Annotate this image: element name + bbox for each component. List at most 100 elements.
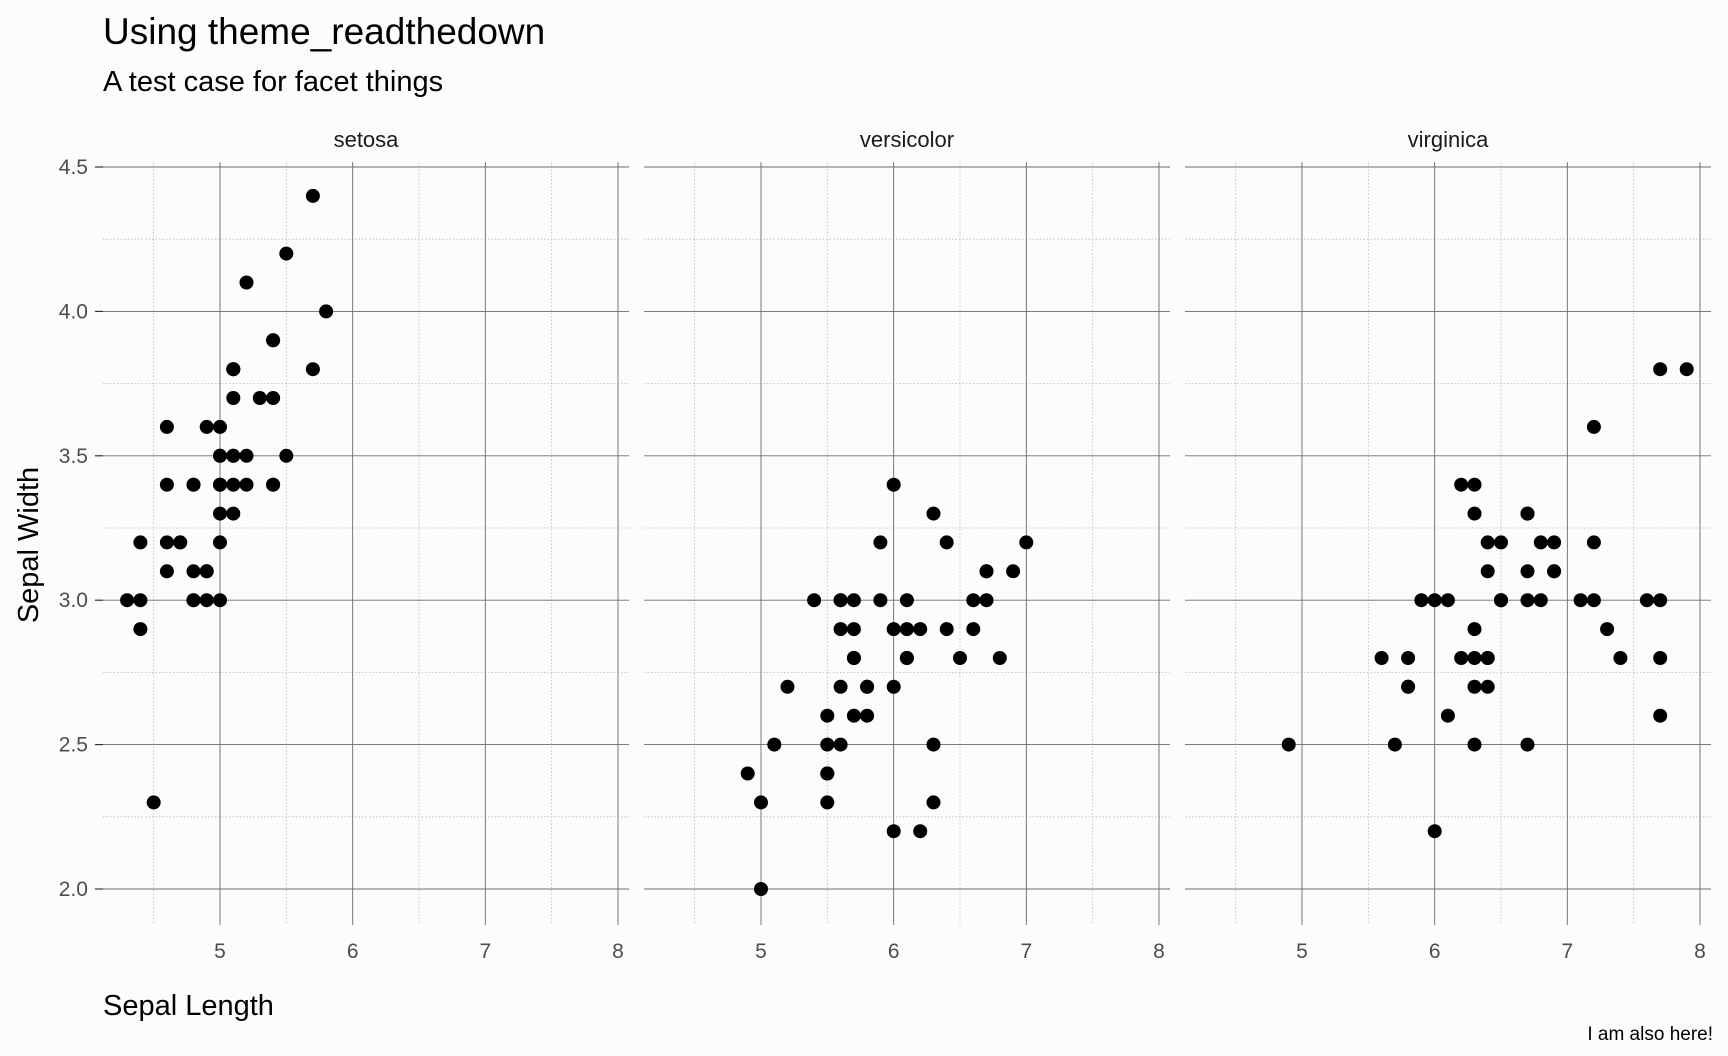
- facet-strip-label: setosa: [334, 127, 400, 152]
- data-point: [899, 651, 914, 665]
- data-point: [1653, 593, 1668, 608]
- data-point: [966, 593, 981, 608]
- data-point: [939, 535, 954, 550]
- data-point: [266, 333, 281, 348]
- data-point: [213, 477, 227, 492]
- data-point: [1586, 535, 1601, 550]
- x-tick-label: 6: [347, 940, 359, 963]
- data-point: [873, 593, 888, 608]
- data-point: [1440, 593, 1455, 608]
- data-point: [133, 535, 148, 550]
- x-tick-label: 7: [1020, 940, 1032, 963]
- chart-title: Using theme_readthedown: [103, 11, 545, 52]
- data-point: [1374, 651, 1389, 665]
- x-tick-label: 7: [479, 940, 491, 963]
- data-point: [252, 391, 267, 405]
- data-point: [226, 448, 241, 463]
- data-point: [1467, 477, 1482, 492]
- data-point: [873, 535, 888, 550]
- data-point: [213, 506, 227, 521]
- data-point: [886, 477, 901, 492]
- x-tick-label: 5: [755, 940, 767, 963]
- data-point: [1573, 593, 1588, 608]
- data-point: [133, 622, 148, 637]
- data-point: [860, 708, 875, 723]
- data-point: [120, 593, 135, 608]
- y-tick-label: 2.5: [59, 734, 88, 757]
- x-tick-label: 8: [1694, 940, 1706, 963]
- data-point: [1401, 651, 1416, 665]
- data-point: [1533, 535, 1548, 550]
- data-point: [820, 766, 835, 781]
- data-point: [1440, 708, 1455, 723]
- data-point: [1653, 708, 1668, 723]
- data-point: [740, 766, 755, 781]
- data-point: [173, 535, 188, 550]
- data-point: [305, 362, 320, 377]
- facet-panel-versicolor: versicolor 5 6 7 8: [644, 127, 1170, 963]
- data-point: [1019, 535, 1034, 550]
- facet-strip-label: versicolor: [860, 127, 954, 152]
- data-point: [1467, 622, 1482, 637]
- data-point: [1520, 506, 1535, 521]
- data-point: [966, 622, 981, 637]
- data-point: [1387, 737, 1402, 752]
- data-point: [1520, 737, 1535, 752]
- data-point: [1520, 593, 1535, 608]
- data-point: [1533, 593, 1548, 608]
- data-point: [199, 593, 214, 608]
- facet-strip-label: virginica: [1408, 127, 1489, 152]
- data-point: [754, 882, 768, 896]
- x-tick-label: 5: [214, 940, 226, 963]
- data-point: [186, 564, 201, 579]
- data-point: [1467, 679, 1482, 694]
- data-point: [913, 622, 928, 637]
- data-point: [1401, 679, 1416, 694]
- data-point: [833, 679, 848, 694]
- x-tick-label: 8: [612, 940, 624, 963]
- data-point: [886, 679, 901, 694]
- x-axis-title: Sepal Length: [103, 990, 274, 1022]
- data-point: [1480, 535, 1495, 550]
- data-point: [1653, 651, 1668, 665]
- data-point: [846, 593, 861, 608]
- data-point: [279, 448, 294, 463]
- data-point: [1427, 824, 1442, 839]
- facet-panel-virginica: virginica 5 6 7 8: [1185, 127, 1711, 963]
- data-point: [926, 795, 941, 810]
- data-point: [913, 824, 928, 839]
- data-point: [213, 419, 227, 434]
- y-tick-label: 3.5: [59, 445, 88, 468]
- data-point: [226, 506, 241, 521]
- data-point: [1454, 477, 1469, 492]
- data-point: [1639, 593, 1654, 608]
- data-point: [133, 593, 148, 608]
- data-point: [926, 737, 941, 752]
- data-point: [186, 593, 201, 608]
- data-point: [239, 477, 254, 492]
- data-point: [213, 448, 227, 463]
- data-point: [860, 679, 875, 694]
- data-point: [199, 419, 214, 434]
- data-point: [159, 419, 174, 434]
- data-point: [820, 795, 835, 810]
- data-point: [1480, 564, 1495, 579]
- data-point: [1586, 593, 1601, 608]
- data-point: [213, 593, 227, 608]
- x-tick-label: 5: [1296, 940, 1308, 963]
- x-tick-label: 6: [1429, 940, 1441, 963]
- data-point: [1653, 362, 1668, 377]
- data-point: [1480, 651, 1495, 665]
- data-point: [886, 824, 901, 839]
- data-point: [992, 651, 1007, 665]
- data-point: [754, 795, 768, 810]
- data-point: [833, 737, 848, 752]
- y-tick-label: 4.5: [59, 156, 88, 179]
- data-point: [1467, 737, 1482, 752]
- x-tick-label: 8: [1153, 940, 1165, 963]
- data-point: [846, 622, 861, 637]
- data-point: [939, 622, 954, 637]
- data-point: [305, 188, 320, 203]
- data-point: [979, 564, 994, 579]
